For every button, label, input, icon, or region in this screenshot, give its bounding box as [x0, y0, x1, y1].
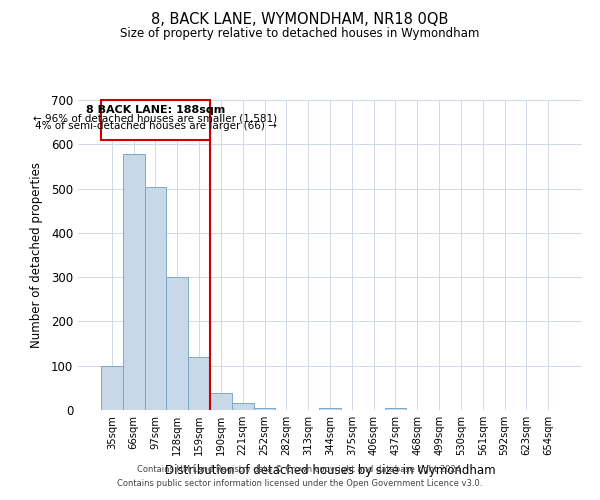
Bar: [188, 357, 210, 410]
Bar: [254, 408, 275, 410]
Text: Contains HM Land Registry data © Crown copyright and database right 2024.
Contai: Contains HM Land Registry data © Crown c…: [118, 466, 482, 487]
Bar: [385, 408, 406, 410]
Bar: [319, 408, 341, 410]
Text: ← 96% of detached houses are smaller (1,581): ← 96% of detached houses are smaller (1,…: [34, 114, 278, 124]
Bar: [166, 277, 188, 410]
Bar: [101, 366, 123, 410]
Text: 4% of semi-detached houses are larger (66) →: 4% of semi-detached houses are larger (6…: [35, 121, 277, 131]
X-axis label: Distribution of detached houses by size in Wymondham: Distribution of detached houses by size …: [164, 464, 496, 476]
FancyBboxPatch shape: [101, 100, 210, 140]
Text: 8, BACK LANE, WYMONDHAM, NR18 0QB: 8, BACK LANE, WYMONDHAM, NR18 0QB: [151, 12, 449, 28]
Bar: [232, 404, 254, 410]
Text: Size of property relative to detached houses in Wymondham: Size of property relative to detached ho…: [121, 28, 479, 40]
Bar: [145, 187, 166, 410]
Y-axis label: Number of detached properties: Number of detached properties: [29, 162, 43, 348]
Text: 8 BACK LANE: 188sqm: 8 BACK LANE: 188sqm: [86, 106, 225, 116]
Bar: [210, 393, 232, 410]
Bar: [123, 154, 145, 410]
